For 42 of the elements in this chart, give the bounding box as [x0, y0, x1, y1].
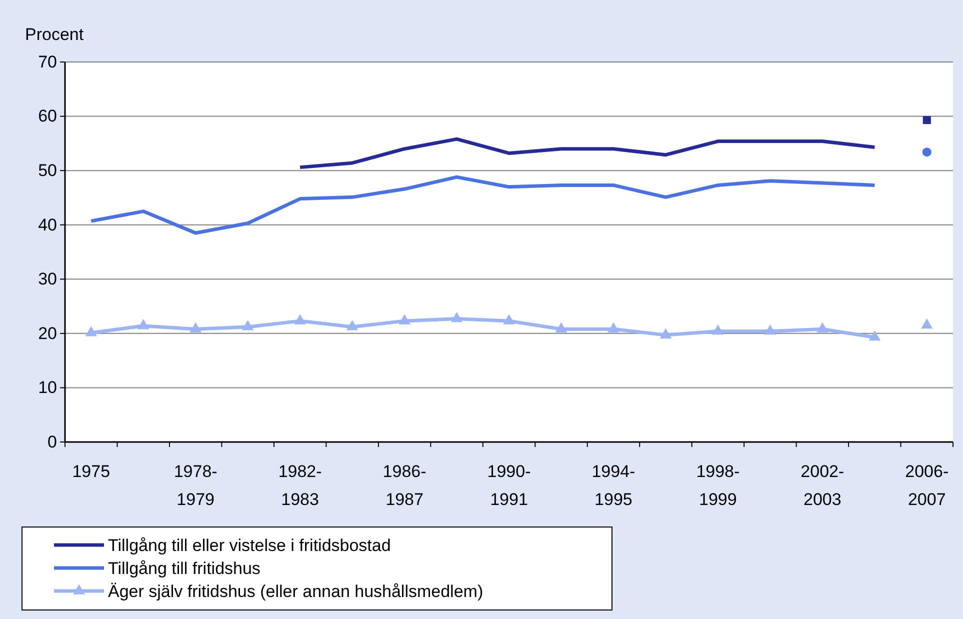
point — [816, 322, 828, 332]
y-tick-label: 10 — [38, 378, 57, 398]
y-axis-title: Procent — [25, 25, 84, 44]
y-tick-label: 0 — [48, 432, 57, 452]
point — [137, 319, 150, 330]
point — [450, 312, 463, 322]
line-series — [298, 137, 876, 170]
y-tick-label: 60 — [38, 106, 57, 126]
x-tick-label: 2006- 2007 — [905, 462, 949, 509]
x-tick-label: 1975 — [72, 462, 110, 481]
point — [555, 322, 568, 332]
point — [764, 324, 776, 335]
point — [346, 320, 358, 330]
legend-label: Tillgång till eller vistelse i fritidsbostad — [108, 536, 391, 555]
x-tick-label: 1986- 1987 — [382, 462, 426, 509]
y-tick-label: 40 — [38, 215, 57, 234]
x-tick-label: 1998- 1999 — [696, 462, 740, 509]
point — [398, 314, 410, 324]
point — [242, 320, 254, 330]
point — [503, 314, 515, 324]
x-tick-label: 1978- 1979 — [174, 462, 218, 509]
x-tick-label: 1994- 1995 — [592, 462, 636, 509]
point — [85, 326, 98, 336]
point — [190, 322, 202, 332]
point — [608, 322, 620, 332]
y-tick-label: 20 — [38, 324, 57, 343]
x-tick-label: 1990- 1991 — [487, 462, 531, 509]
point — [920, 318, 933, 329]
y-tick-label: 50 — [38, 161, 57, 180]
y-tick-label: 30 — [38, 270, 57, 289]
legend-label: Tillgång till fritidshus — [108, 559, 260, 578]
y-tick-label: 70 — [38, 52, 57, 72]
x-tick-label: 2002- 2003 — [800, 462, 844, 509]
point — [868, 330, 881, 341]
point — [922, 116, 931, 124]
legend-label: Äger själv fritidshus (eller annan hushållsmedlem) — [108, 582, 484, 601]
point — [712, 324, 724, 335]
line-series — [89, 175, 876, 235]
point — [922, 148, 932, 157]
point — [660, 328, 672, 338]
x-tick-label: 1982- 1983 — [278, 462, 322, 509]
point — [294, 314, 306, 324]
